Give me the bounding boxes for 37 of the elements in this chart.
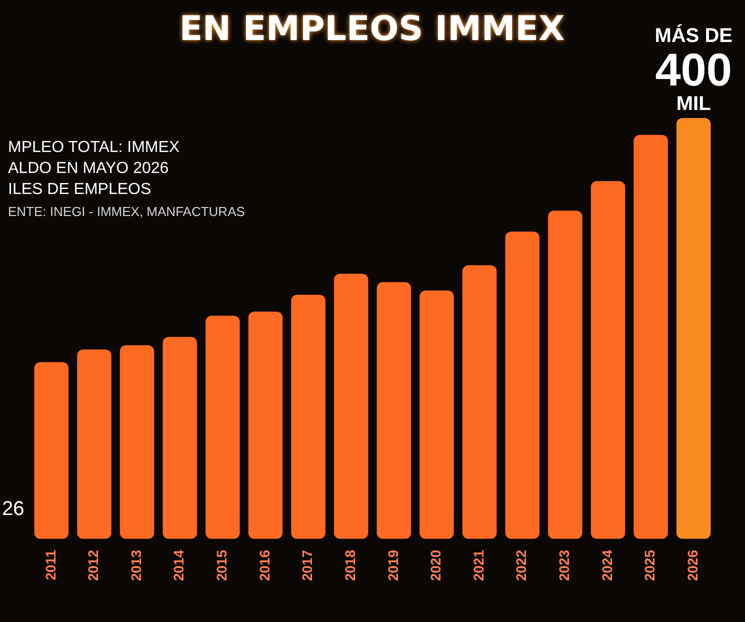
bar [34, 362, 69, 539]
x-tick-label: 2023 [556, 550, 572, 582]
x-tick-label: 2024 [598, 550, 615, 582]
bar [334, 274, 368, 539]
bar [634, 134, 668, 539]
bar [120, 345, 154, 539]
bar [77, 349, 112, 539]
bar [248, 312, 283, 539]
bar [505, 232, 540, 539]
text: MPLEO TOTAL: IMMEX ALDO EN MAYO 2026 ILES DE EMPLEOS [8, 139, 180, 198]
bar [376, 282, 412, 539]
bar [590, 181, 626, 539]
bar [162, 336, 197, 539]
x-tick-label: 2022 [513, 550, 530, 582]
bar [462, 265, 497, 539]
x-tick-label: 2025 [642, 550, 658, 582]
x-tick-label: 2019 [384, 550, 401, 582]
chart-title: EN EMPLEOS IMMEX [179, 9, 565, 49]
annotation: MÁS DE 400 MIL [654, 24, 732, 115]
x-tick-label: 2018 [342, 550, 358, 582]
x-tick-label: 2012 [85, 550, 102, 582]
x-tick-label: 2021 [470, 550, 486, 582]
bar [548, 210, 582, 539]
bar [291, 294, 326, 539]
x-tick-label: 2011 [42, 550, 58, 580]
x-tick-label: 2026 [684, 550, 700, 582]
x-tick-label: 2014 [170, 550, 187, 582]
x-tick-label: 2017 [299, 550, 316, 582]
bar [676, 118, 711, 539]
x-tick-label: 2015 [214, 550, 230, 582]
x-tick-label: 2020 [428, 550, 444, 582]
bar [206, 316, 240, 539]
x-tick-label: 2016 [256, 550, 272, 582]
bar [420, 290, 454, 539]
x-tick-label: 2013 [128, 550, 144, 582]
annotation: ENTE: INEGI - IMMEX, MANFACTURAS [8, 204, 246, 219]
text: 26 [2, 498, 24, 520]
